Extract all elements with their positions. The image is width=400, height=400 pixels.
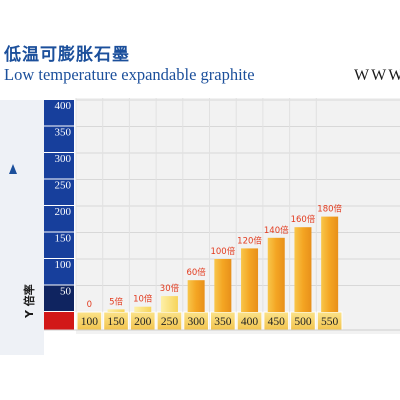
x-tick-label: 150 — [107, 316, 125, 328]
bar — [241, 248, 259, 312]
bar — [294, 227, 312, 312]
y-tick-cell — [44, 206, 74, 232]
bar-data-label: 160倍 — [291, 214, 316, 225]
y-tick-label: 250 — [55, 180, 72, 192]
y-tick-label: 100 — [55, 259, 72, 271]
x-tick-label: 400 — [241, 316, 259, 328]
y-tick-cell — [44, 285, 74, 311]
y-tick-cell — [44, 153, 74, 179]
y-axis-label: Y 倍率 — [22, 284, 36, 319]
x-tick-label: 200 — [134, 316, 152, 328]
bar — [267, 237, 285, 312]
bar-data-label: 60倍 — [186, 267, 206, 278]
chart-title-chinese: 低温可膨胀石墨 — [4, 45, 130, 65]
y-tick-label: 50 — [60, 286, 72, 298]
y-arrow-head-icon — [9, 164, 17, 174]
bar-data-label: 5倍 — [109, 296, 123, 307]
bar-data-label: 180倍 — [317, 204, 342, 215]
y-tick-label: 200 — [55, 206, 72, 218]
y-tick-cell — [44, 232, 74, 258]
plot-area — [76, 98, 400, 334]
bar-data-label: 30倍 — [160, 283, 180, 294]
bar — [160, 296, 178, 312]
y-tick-cell — [44, 100, 74, 126]
origin-cell — [44, 312, 74, 330]
y-tick-label: 150 — [55, 233, 72, 245]
bar — [214, 259, 232, 312]
bar — [134, 306, 152, 312]
bar-data-label: 140倍 — [264, 225, 289, 236]
bar-data-label: 0 — [87, 300, 92, 310]
bar-data-label: 120倍 — [237, 235, 262, 246]
bar-data-label: 100倍 — [210, 246, 235, 257]
x-axis: 100 150 200 250 300 350 400 450 500 550 — [44, 311, 400, 331]
y-tick-label: 350 — [55, 127, 72, 139]
grid-lines — [75, 98, 400, 312]
x-tick-label: 350 — [214, 316, 232, 328]
y-tick-cell — [44, 126, 74, 152]
y-tick-cell — [44, 259, 74, 285]
x-tick-label: 450 — [268, 316, 286, 328]
x-tick-label: 100 — [81, 316, 99, 328]
bar — [321, 216, 339, 312]
y-tick-label: 300 — [55, 153, 72, 165]
left-decor-panel — [0, 100, 44, 355]
x-tick-label: 550 — [321, 316, 339, 328]
bar — [187, 280, 205, 312]
x-tick-label: 250 — [161, 316, 179, 328]
y-tick-cell — [44, 179, 74, 205]
y-tick-label: 400 — [55, 100, 72, 112]
bar-data-label: 10倍 — [133, 294, 153, 305]
bar — [107, 309, 125, 312]
x-tick-label: 500 — [294, 316, 312, 328]
website-watermark: WWW — [354, 67, 400, 84]
x-tick-label: 300 — [188, 316, 206, 328]
chart-title-english: Low temperature expandable graphite — [4, 65, 255, 84]
bars — [107, 216, 339, 312]
y-axis: 400 350 300 250 200 150 100 50 — [44, 100, 74, 311]
